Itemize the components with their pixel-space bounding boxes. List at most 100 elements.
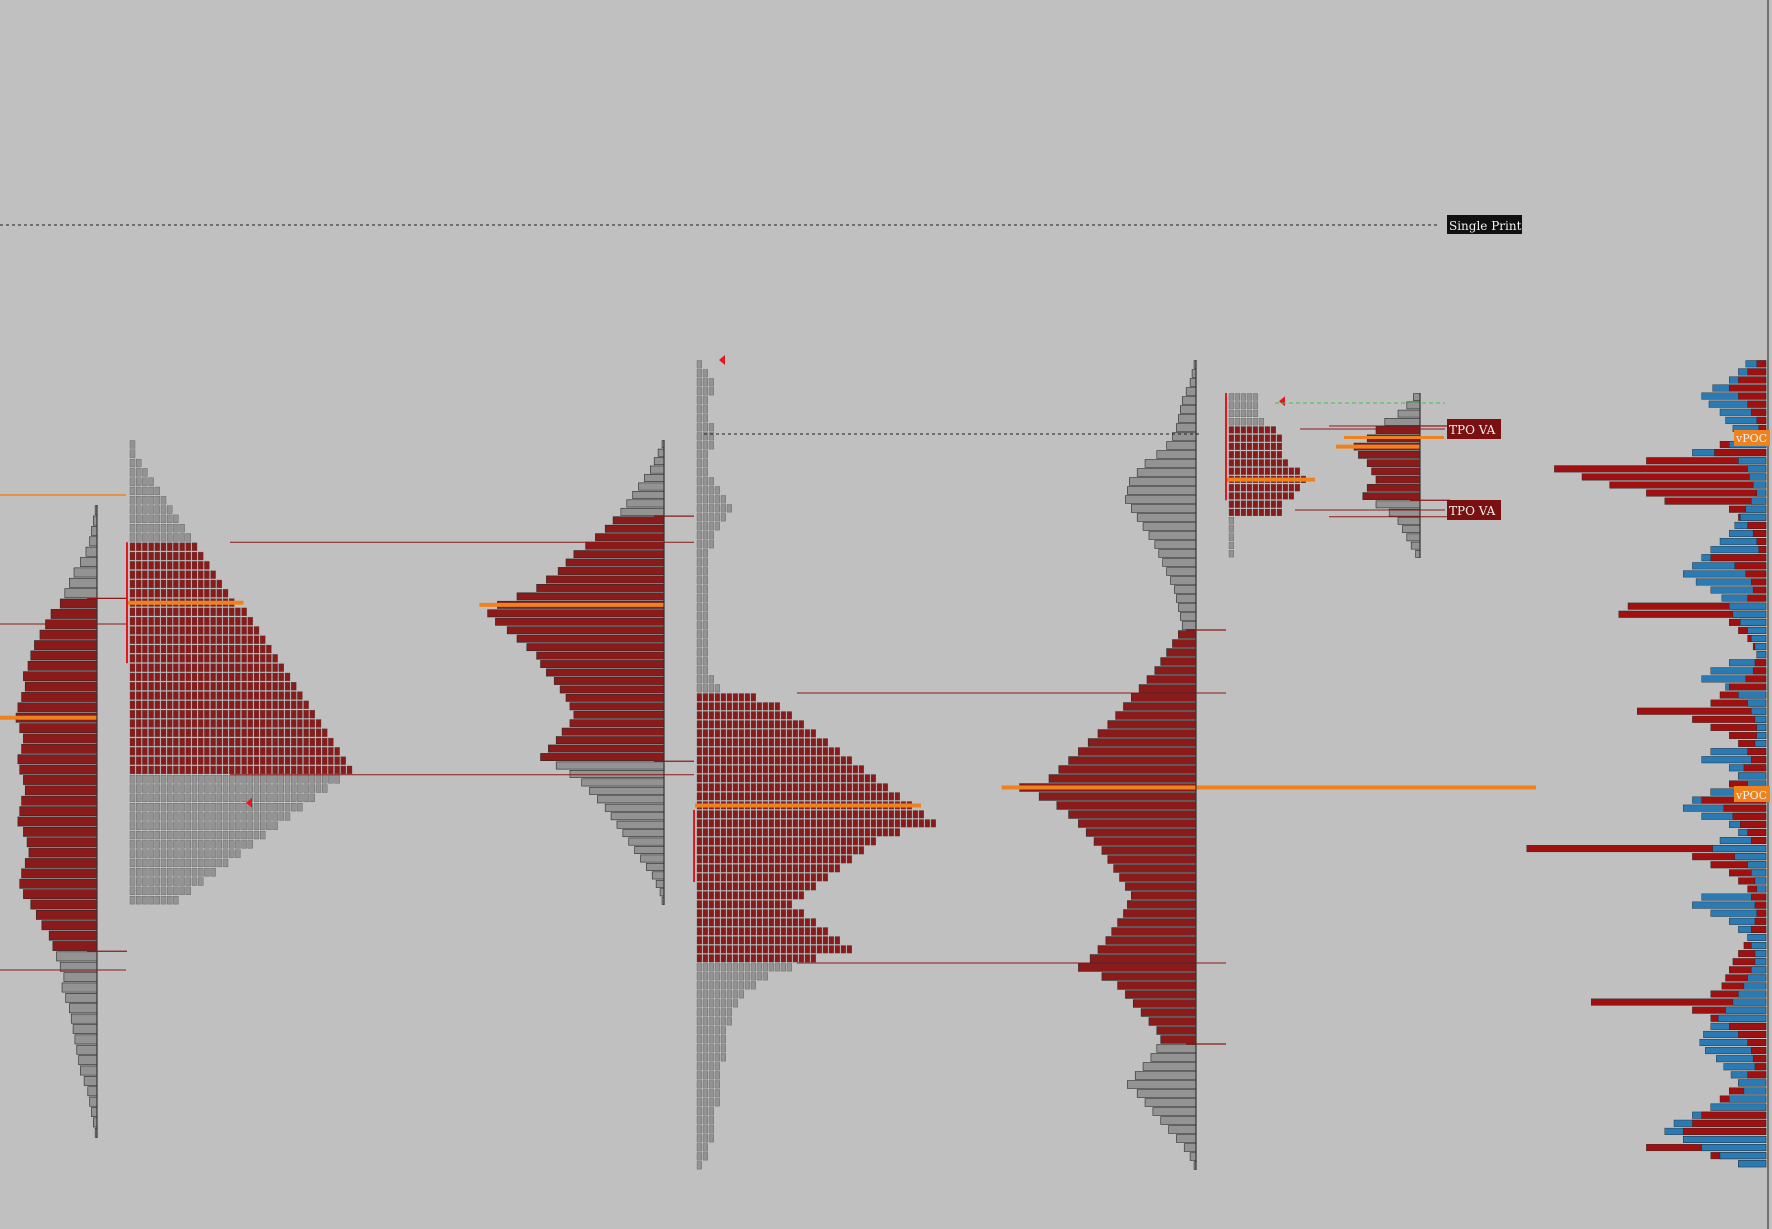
tpo-block xyxy=(260,644,266,654)
buy-volume-bar xyxy=(1701,1144,1767,1152)
tpo-block xyxy=(840,828,846,837)
tpo-block xyxy=(720,738,726,747)
tpo-block xyxy=(222,663,229,672)
tpo-block xyxy=(774,891,780,900)
tpo-block xyxy=(266,793,272,802)
tpo-block xyxy=(272,691,278,700)
tpo-block xyxy=(253,654,260,663)
tpo-block xyxy=(864,783,870,792)
tpo-block xyxy=(229,663,235,672)
tpo-block xyxy=(708,1062,714,1071)
tpo-block xyxy=(198,551,204,561)
tpo-block xyxy=(702,387,708,396)
volume-bar xyxy=(1136,513,1197,522)
tpo-block xyxy=(198,607,204,616)
tpo-block xyxy=(750,783,756,792)
tpo-block xyxy=(1234,401,1240,409)
tpo-block xyxy=(708,1116,714,1125)
tpo-block xyxy=(798,747,804,756)
sell-volume-bar xyxy=(1745,675,1767,683)
tpo-block xyxy=(260,728,266,737)
volume-bar xyxy=(24,681,98,692)
tpo-block xyxy=(702,909,708,918)
tpo-block xyxy=(191,579,198,589)
tpo-block xyxy=(284,700,291,709)
tpo-block xyxy=(696,468,702,477)
tpo-block xyxy=(756,891,762,900)
tpo-block xyxy=(750,747,756,756)
tpo-block xyxy=(216,840,222,849)
tpo-block xyxy=(204,737,210,747)
tpo-block xyxy=(744,945,750,954)
tpo-block xyxy=(780,900,786,909)
tpo-block xyxy=(241,663,247,672)
tpo-block xyxy=(278,719,284,728)
tpo-block xyxy=(816,837,822,846)
tpo-block xyxy=(198,784,204,793)
tpo-block xyxy=(708,981,714,990)
volume-bar xyxy=(1410,541,1421,550)
tpo-block xyxy=(702,981,708,990)
tpo-block xyxy=(792,882,798,891)
tpo-block xyxy=(167,533,173,542)
tpo-block xyxy=(142,812,148,821)
tpo-block xyxy=(726,729,732,738)
tpo-block xyxy=(852,810,858,819)
tpo-block xyxy=(222,747,229,756)
tpo-block xyxy=(798,720,804,729)
tpo-block xyxy=(129,570,136,579)
tpo-block xyxy=(696,1026,702,1035)
tpo-block xyxy=(179,635,185,644)
tpo-block xyxy=(142,728,148,737)
tpo-block xyxy=(185,830,191,840)
tpo-block xyxy=(309,710,315,719)
tpo-block xyxy=(266,691,272,700)
tpo-block xyxy=(1246,500,1252,508)
tpo-block xyxy=(179,728,185,737)
tpo-block xyxy=(167,821,173,830)
tpo-block xyxy=(284,672,291,682)
tpo-block xyxy=(702,1089,708,1098)
tpo-block xyxy=(780,810,786,819)
tpo-block xyxy=(291,710,297,719)
tpo-block xyxy=(185,886,191,895)
tpo-block xyxy=(1270,500,1276,508)
tpo-block xyxy=(714,927,720,936)
tpo-block xyxy=(315,737,322,747)
tpo-block xyxy=(714,963,720,972)
tpo-block xyxy=(167,840,173,849)
tpo-block xyxy=(726,882,732,891)
tpo-block xyxy=(179,654,185,663)
tpo-block xyxy=(696,1071,702,1080)
tpo-block xyxy=(160,793,167,802)
tpo-block xyxy=(210,691,216,700)
tpo-block xyxy=(167,635,173,644)
tpo-block xyxy=(148,719,154,728)
buy-volume-bar xyxy=(1728,602,1767,610)
tpo-block xyxy=(241,737,247,747)
tpo-block xyxy=(756,720,762,729)
volume-bar xyxy=(1166,567,1197,576)
tpo-block xyxy=(696,549,702,558)
volume-bar xyxy=(1174,585,1197,594)
sell-volume-bar xyxy=(1751,408,1767,416)
tpo-block xyxy=(229,765,235,775)
tpo-block xyxy=(142,682,148,691)
tpo-block xyxy=(702,927,708,936)
tpo-block xyxy=(154,542,160,551)
tpo-block xyxy=(247,654,253,663)
tpo-block xyxy=(816,846,822,855)
volume-bar xyxy=(1156,1026,1197,1035)
sell-volume-bar xyxy=(1754,901,1767,909)
tpo-block xyxy=(828,828,834,837)
tpo-block xyxy=(328,765,334,775)
tpo-block xyxy=(136,654,142,663)
tpo-block xyxy=(278,784,284,793)
tpo-block xyxy=(210,663,216,672)
tpo-block xyxy=(303,747,309,756)
tpo-block xyxy=(1258,492,1264,500)
volume-bar xyxy=(1162,558,1197,567)
tpo-block xyxy=(816,738,822,747)
tpo-block xyxy=(786,792,792,801)
tpo-block xyxy=(708,1008,714,1017)
